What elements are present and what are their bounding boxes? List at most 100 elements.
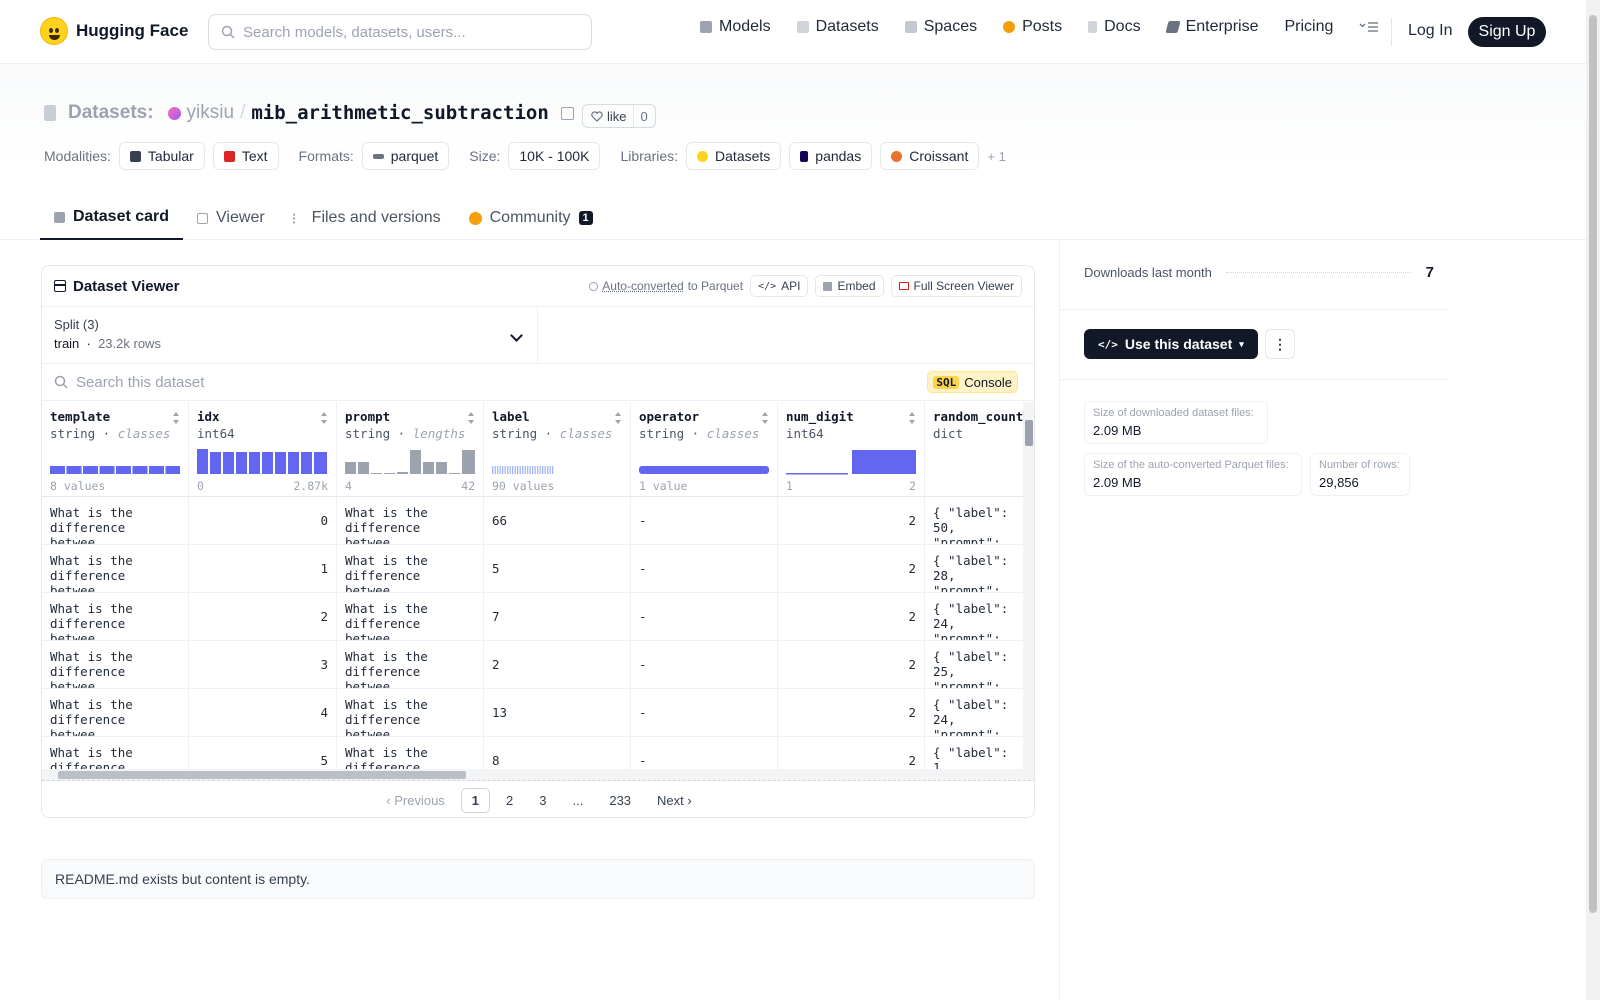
scrollbar-thumb[interactable] <box>58 771 466 779</box>
copy-icon[interactable] <box>560 106 574 120</box>
tag-croissant[interactable]: Croissant <box>880 142 980 170</box>
table-cell[interactable]: What is the difference betwee… <box>337 497 483 545</box>
full-screen-button[interactable]: Full Screen Viewer <box>890 275 1022 297</box>
page-button[interactable]: 233 <box>609 792 632 808</box>
logo[interactable]: Hugging Face <box>40 17 188 45</box>
page-button[interactable]: 3 <box>539 792 547 808</box>
previous-page-button[interactable]: ‹ Previous <box>386 792 445 808</box>
table-cell[interactable]: What is the difference betwee… <box>337 545 483 593</box>
tag-pandas[interactable]: pandas <box>789 142 873 170</box>
sort-icon[interactable] <box>762 412 769 424</box>
tag-tabular[interactable]: Tabular <box>118 142 205 170</box>
page-scrollbar[interactable] <box>1586 0 1600 1000</box>
nav-datasets[interactable]: Datasets <box>796 18 879 36</box>
table-cell[interactable]: 3 <box>189 641 336 689</box>
histogram-many-classes[interactable] <box>492 446 622 476</box>
tab-viewer[interactable]: Viewer <box>183 196 279 240</box>
nav-posts[interactable]: Posts <box>1003 18 1062 36</box>
column-header[interactable]: random_counterfactual dict <box>925 402 1023 497</box>
api-button[interactable]: </> API <box>750 275 809 297</box>
table-cell[interactable]: { "label": 24, "prompt": "What <box>925 689 1023 737</box>
table-cell[interactable]: What is the difference betwee… <box>337 689 483 737</box>
scrollbar-thumb[interactable] <box>1025 420 1033 446</box>
dataset-search-input[interactable]: Search this dataset SQL Console <box>42 364 1034 401</box>
tag-text[interactable]: Text <box>212 142 279 170</box>
table-cell[interactable]: 2 <box>189 593 336 641</box>
tag-size[interactable]: 10K - 100K <box>508 142 601 170</box>
sort-icon[interactable] <box>468 412 475 424</box>
page-button[interactable]: 1 <box>460 787 491 813</box>
like-button[interactable]: like 0 <box>582 104 656 128</box>
histogram-two-bins[interactable] <box>786 446 916 476</box>
signup-button[interactable]: Sign Up <box>1468 17 1546 47</box>
next-page-button[interactable]: Next › <box>657 792 692 808</box>
more-options-button[interactable]: ⋮ <box>1265 329 1295 359</box>
histogram-lengths[interactable] <box>345 446 475 476</box>
table-cell[interactable]: - <box>631 497 777 545</box>
use-this-dataset-button[interactable]: </> Use this dataset ▾ <box>1084 329 1258 359</box>
column-header[interactable]: prompt string · lengths 4 42 <box>337 402 483 497</box>
table-horizontal-scrollbar[interactable] <box>42 769 1034 781</box>
table-cell[interactable]: 8 <box>484 737 630 769</box>
table-cell[interactable]: What is the difference betwee… <box>42 737 188 769</box>
table-cell[interactable]: 2 <box>778 593 924 641</box>
table-cell[interactable]: What is the difference betwee… <box>42 497 188 545</box>
table-cell[interactable]: { "label": 25, "prompt": "What <box>925 641 1023 689</box>
nav-spaces[interactable]: Spaces <box>904 18 977 36</box>
table-cell[interactable]: - <box>631 593 777 641</box>
histogram-single-class[interactable] <box>639 446 769 476</box>
table-cell[interactable]: - <box>631 545 777 593</box>
sort-icon[interactable] <box>173 412 180 424</box>
table-cell[interactable]: What is the difference betwee… <box>337 737 483 769</box>
table-cell[interactable]: 1 <box>189 545 336 593</box>
tab-community[interactable]: Community 1 <box>455 196 607 240</box>
table-cell[interactable]: { "label": 50, "prompt": "What <box>925 497 1023 545</box>
sql-console-button[interactable]: SQL Console <box>927 371 1018 393</box>
table-cell[interactable]: { "label": 28, "prompt": "What <box>925 545 1023 593</box>
table-cell[interactable]: { "label": 1, "prompt": "What <box>925 737 1023 769</box>
scrollbar-thumb[interactable] <box>1589 15 1597 913</box>
table-cell[interactable]: 2 <box>484 641 630 689</box>
tab-dataset-card[interactable]: Dataset card <box>40 196 184 240</box>
nav-models[interactable]: Models <box>700 18 771 36</box>
table-vertical-scrollbar[interactable] <box>1023 402 1034 769</box>
table-cell[interactable]: 2 <box>778 545 924 593</box>
table-cell[interactable]: { "label": 24, "prompt": "What <box>925 593 1023 641</box>
tab-files[interactable]: Files and versions <box>279 196 455 240</box>
table-cell[interactable]: 2 <box>778 689 924 737</box>
nav-docs[interactable]: Docs <box>1088 18 1141 36</box>
table-cell[interactable]: 66 <box>484 497 630 545</box>
column-header[interactable]: template string · classes 8 values <box>42 402 188 497</box>
table-cell[interactable]: What is the difference betwee… <box>42 545 188 593</box>
more-menu-button[interactable] <box>1359 21 1379 33</box>
table-cell[interactable]: 13 <box>484 689 630 737</box>
table-cell[interactable]: 4 <box>189 689 336 737</box>
table-cell[interactable]: 5 <box>189 737 336 769</box>
table-cell[interactable]: 2 <box>778 737 924 769</box>
table-cell[interactable]: - <box>631 737 777 769</box>
repo-owner[interactable]: yiksiu <box>186 102 235 123</box>
page-button[interactable]: 2 <box>506 792 514 808</box>
login-link[interactable]: Log In <box>1408 22 1453 39</box>
more-tags[interactable]: + 1 <box>987 148 1006 164</box>
search-input[interactable]: Search models, datasets, users... <box>208 14 592 50</box>
repo-type-label[interactable]: Datasets: <box>68 102 154 123</box>
table-cell[interactable]: 5 <box>484 545 630 593</box>
table-cell[interactable]: 0 <box>189 497 336 545</box>
table-cell[interactable]: 2 <box>778 497 924 545</box>
column-header[interactable]: operator string · classes 1 value <box>631 402 777 497</box>
tag-datasets-lib[interactable]: Datasets <box>686 142 782 170</box>
column-header[interactable]: idx int64 0 2.87k <box>189 402 336 497</box>
column-header[interactable]: label string · classes 90 values <box>484 402 630 497</box>
table-cell[interactable]: - <box>631 641 777 689</box>
tag-parquet[interactable]: parquet <box>361 142 450 170</box>
table-cell[interactable]: What is the difference betwee… <box>337 641 483 689</box>
split-selector[interactable]: Split (3) train · 23.2k rows <box>42 307 538 364</box>
repo-name[interactable]: mib_arithmetic_subtraction <box>251 102 549 124</box>
sort-icon[interactable] <box>909 412 916 424</box>
table-cell[interactable]: - <box>631 689 777 737</box>
sort-icon[interactable] <box>615 412 622 424</box>
table-cell[interactable]: 2 <box>778 641 924 689</box>
table-cell[interactable]: What is the difference betwee… <box>42 593 188 641</box>
